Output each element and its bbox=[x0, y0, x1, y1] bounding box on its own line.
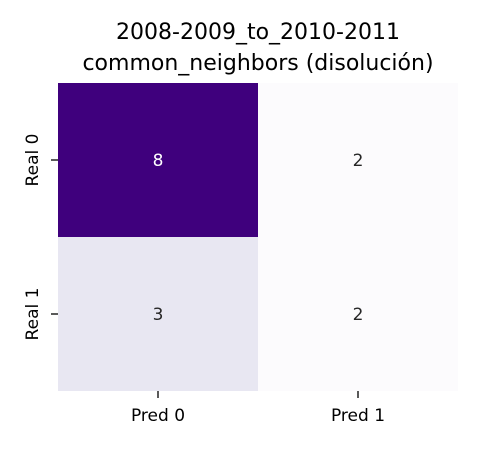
cell-value-r1-c1: 2 bbox=[353, 305, 364, 325]
x-axis: Pred 0 Pred 1 bbox=[131, 391, 385, 426]
heatmap-cell-r1-c0 bbox=[58, 237, 258, 391]
y-tick-label-0: Real 0 bbox=[23, 134, 43, 187]
chart-title: 2008-2009_to_2010-2011 common_neighbors … bbox=[82, 20, 433, 76]
cell-annotations: 8 2 3 2 bbox=[153, 151, 364, 325]
x-tick-label-1: Pred 1 bbox=[331, 406, 385, 426]
cell-value-r0-c1: 2 bbox=[353, 151, 364, 171]
heatmap-cells bbox=[58, 83, 458, 391]
y-axis: Real 0 Real 1 bbox=[23, 134, 58, 341]
chart-title-line-2: common_neighbors (disolución) bbox=[82, 51, 433, 76]
heatmap-cell-r0-c0 bbox=[58, 83, 258, 237]
cell-value-r0-c0: 8 bbox=[153, 151, 164, 171]
y-tick-label-1: Real 1 bbox=[23, 288, 43, 341]
heatmap-cell-r0-c1 bbox=[258, 83, 458, 237]
heatmap-cell-r1-c1 bbox=[258, 237, 458, 391]
chart-title-line-1: 2008-2009_to_2010-2011 bbox=[116, 20, 400, 45]
cell-value-r1-c0: 3 bbox=[153, 305, 164, 325]
x-tick-label-0: Pred 0 bbox=[131, 406, 185, 426]
